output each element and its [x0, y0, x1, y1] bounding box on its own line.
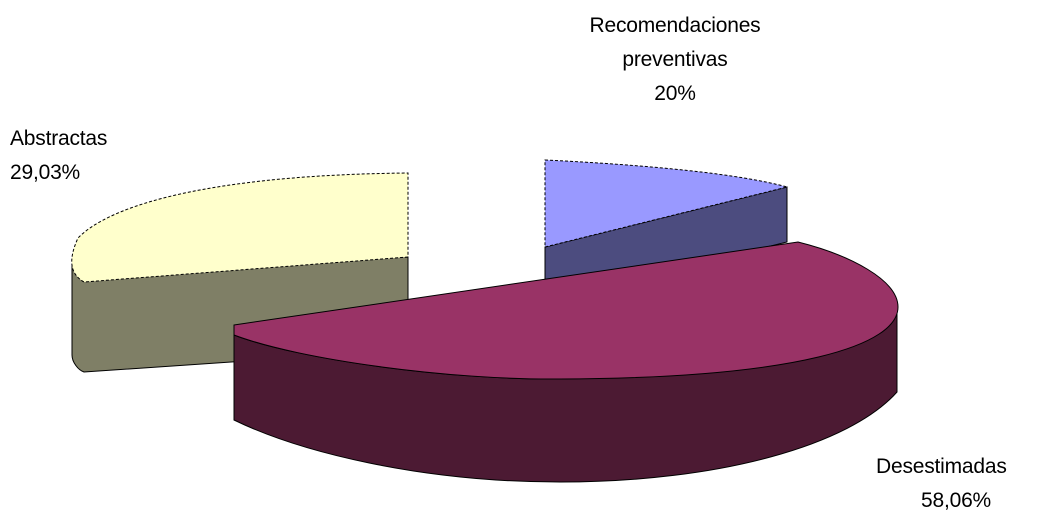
label-recomendaciones-line1: Recomendaciones: [589, 14, 761, 37]
label-recomendaciones: Recomendaciones preventivas 20%: [560, 9, 790, 111]
label-abstractas-value: 29,03%: [10, 161, 81, 184]
slice-abstractas-top: [71, 172, 409, 283]
slice-desestimadas: [233, 241, 899, 483]
label-abstractas-name: Abstractas: [10, 127, 108, 150]
slice-recomendaciones-top: [544, 159, 789, 248]
label-desestimadas-name: Desestimadas: [876, 455, 1007, 478]
label-abstractas: Abstractas 29,03%: [10, 122, 107, 190]
label-desestimadas: Desestimadas 58,06%: [876, 450, 1007, 518]
label-recomendaciones-line2: preventivas: [622, 48, 728, 71]
label-desestimadas-value: 58,06%: [921, 489, 992, 512]
slice-desestimadas-top: [233, 241, 899, 380]
label-recomendaciones-value: 20%: [654, 82, 696, 105]
